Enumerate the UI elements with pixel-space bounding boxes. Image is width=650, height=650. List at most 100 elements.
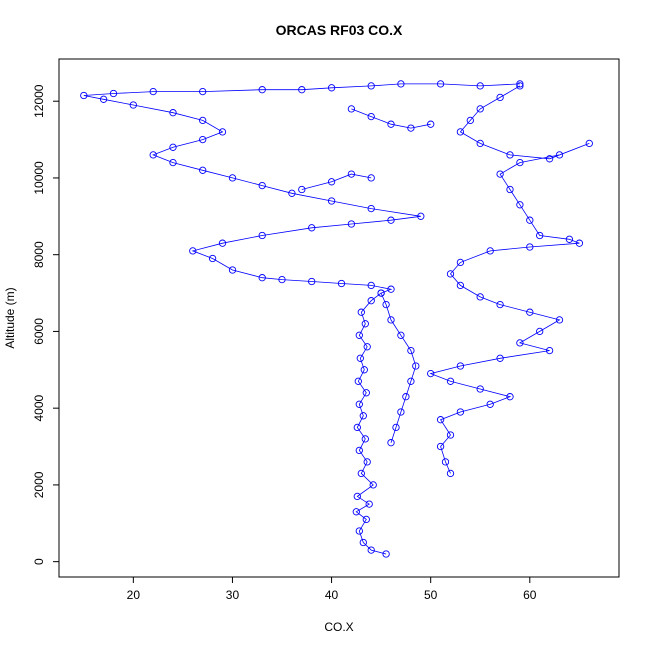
data-point	[258, 181, 266, 190]
data-point	[360, 366, 368, 374]
data-point	[427, 369, 435, 378]
data-point	[355, 446, 363, 455]
data-point	[496, 93, 504, 102]
data-point	[352, 508, 360, 516]
series-line	[380, 292, 417, 443]
data-point	[446, 377, 455, 385]
data-point	[387, 120, 395, 128]
data-point	[446, 431, 455, 439]
data-point	[575, 239, 584, 247]
data-point	[337, 279, 346, 288]
x-tick-label: 60	[523, 588, 537, 602]
data-point	[298, 86, 306, 94]
data-point	[496, 170, 504, 178]
data-point	[208, 254, 217, 263]
data-point	[407, 124, 415, 132]
data-point	[536, 231, 544, 240]
data-point	[476, 385, 484, 393]
data-point	[397, 408, 405, 416]
data-point	[362, 389, 370, 397]
data-point	[258, 86, 266, 94]
y-tick-label: 8000	[32, 241, 46, 268]
x-tick-label: 20	[127, 588, 141, 602]
data-point	[369, 481, 377, 489]
data-point	[367, 297, 375, 305]
data-point	[506, 185, 514, 194]
data-point	[387, 285, 395, 293]
data-point	[516, 339, 524, 347]
data-point	[129, 101, 137, 109]
data-point	[367, 281, 375, 290]
series-line	[83, 83, 520, 555]
data-point	[363, 343, 371, 351]
data-point	[387, 316, 395, 324]
data-point	[189, 247, 197, 255]
data-point	[359, 412, 367, 420]
data-point	[228, 174, 237, 182]
series-line	[429, 85, 590, 474]
data-point	[327, 178, 336, 186]
x-axis-title: CO.X	[324, 620, 353, 634]
data-point	[436, 80, 445, 88]
data-point	[397, 80, 405, 88]
chart-title: ORCAS RF03 CO.X	[276, 22, 403, 38]
data-point	[347, 220, 356, 228]
data-point	[327, 197, 336, 205]
data-point	[199, 166, 207, 174]
y-tick-label: 6000	[32, 318, 46, 345]
data-point	[199, 116, 207, 125]
data-point	[496, 300, 504, 309]
data-point	[377, 289, 385, 297]
data-point	[466, 116, 474, 125]
data-point	[357, 469, 365, 478]
y-tick-label: 2000	[32, 471, 46, 498]
data-point	[402, 393, 410, 401]
data-point	[258, 274, 266, 282]
x-tick-label: 30	[226, 588, 240, 602]
data-point	[258, 231, 266, 240]
data-point	[218, 128, 227, 136]
data-point	[218, 239, 227, 247]
data-point	[555, 316, 564, 324]
data-point	[169, 109, 177, 117]
data-point	[486, 247, 494, 255]
data-point	[363, 458, 371, 466]
data-point	[347, 170, 356, 178]
data-point	[355, 527, 363, 535]
data-point	[446, 469, 455, 478]
data-point	[516, 80, 524, 88]
data-point	[199, 87, 207, 96]
data-point	[545, 155, 554, 163]
data-point	[228, 266, 237, 274]
data-point	[367, 204, 375, 213]
data-point	[545, 346, 554, 355]
data-point	[506, 151, 514, 159]
data-point	[354, 377, 362, 385]
data-point	[362, 515, 370, 524]
data-point	[496, 354, 504, 362]
data-point	[356, 354, 364, 362]
data-point	[526, 243, 534, 251]
y-tick-label: 0	[32, 558, 46, 565]
data-point	[536, 327, 544, 336]
data-point	[382, 300, 390, 309]
data-point	[169, 158, 177, 167]
data-point	[149, 151, 157, 159]
data-point	[367, 546, 375, 554]
y-axis-title: Altitude (m)	[3, 287, 17, 348]
data-point	[347, 105, 356, 113]
data-point	[417, 212, 425, 220]
data-point	[387, 439, 395, 447]
data-point	[353, 492, 361, 501]
y-tick-label: 12000	[32, 84, 46, 118]
data-point	[149, 87, 157, 96]
data-point	[456, 281, 465, 290]
data-point	[80, 91, 88, 100]
data-point	[456, 128, 465, 136]
data-point	[446, 270, 455, 278]
data-point	[436, 442, 445, 451]
data-point	[516, 158, 524, 167]
data-point	[526, 216, 534, 224]
data-point	[288, 189, 296, 197]
